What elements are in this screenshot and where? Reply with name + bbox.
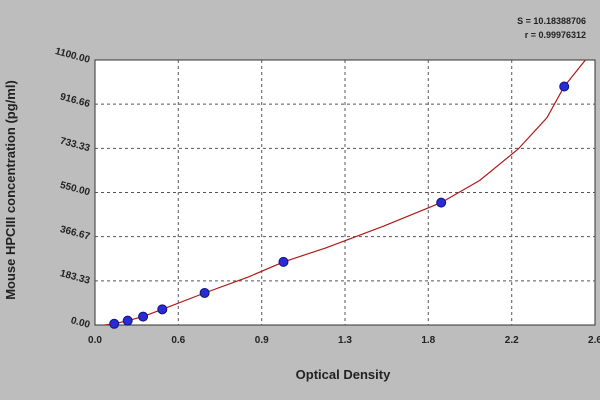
x-tick-label: 0.9 [255,335,269,346]
x-tick-label: 1.8 [421,335,435,346]
y-tick-label: 550.00 [59,180,92,199]
y-axis-title: Mouse HPCIII concentration (pg/ml) [3,80,18,300]
y-tick-label: 366.67 [59,224,92,243]
fit-curve [104,59,586,326]
x-tick-label: 2.2 [505,335,519,346]
fit-curve-layer [104,59,586,326]
data-point [436,197,447,208]
y-tick-label: 1100.00 [54,46,92,66]
data-point [109,318,120,329]
y-tick-label: 916.66 [59,92,92,111]
y-tick-labels: 0.00 183.33 366.67 550.00 733.33 916.66 1100.0… [54,46,92,331]
stats-r-value: r = 0.99976312 [525,30,586,40]
data-point [559,81,570,92]
data-point [278,256,289,267]
y-tick-label: 183.33 [59,268,92,287]
data-point [138,311,149,322]
data-point [157,304,168,315]
data-point [199,287,210,298]
x-tick-label: 1.3 [338,335,352,346]
grid-lines [95,60,595,325]
data-point [122,315,133,326]
y-tick-label: 733.33 [59,136,92,155]
x-axis-title: Optical Density [296,367,391,382]
x-tick-label: 2.6 [588,335,600,346]
y-tick-label: 0.00 [69,315,91,331]
x-tick-labels: 0.0 0.6 0.9 1.3 1.8 2.2 2.6 [88,335,600,346]
data-points [109,81,570,329]
stats-s-value: S = 10.18388706 [517,16,586,26]
x-tick-label: 0.0 [88,335,102,346]
x-tick-label: 0.6 [171,335,185,346]
